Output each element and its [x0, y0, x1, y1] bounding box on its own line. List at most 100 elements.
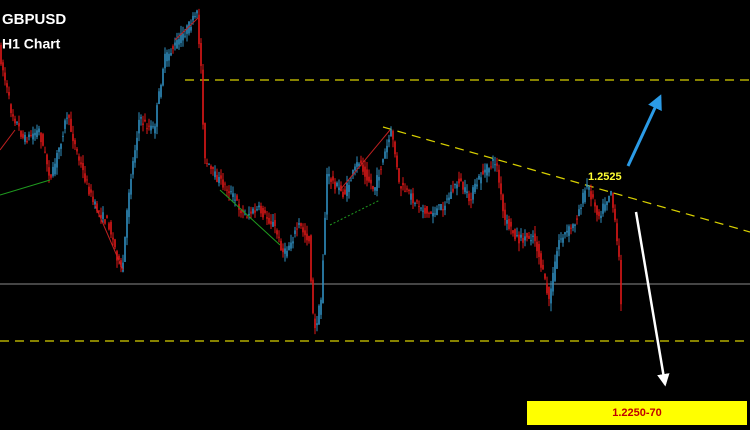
candle: [150, 125, 152, 131]
candle: [474, 183, 476, 193]
candle: [218, 177, 220, 183]
candle: [354, 166, 356, 171]
title: GBPUSD: [2, 11, 66, 28]
candle: [102, 212, 104, 219]
candle: [534, 233, 536, 242]
candle: [552, 272, 554, 292]
candle: [290, 242, 292, 249]
candle: [252, 208, 254, 214]
candle: [288, 245, 290, 251]
candle: [466, 191, 468, 194]
candle: [32, 133, 34, 140]
candle: [260, 205, 262, 214]
candle: [154, 126, 156, 134]
candle: [482, 170, 484, 175]
candle: [106, 215, 108, 219]
candle: [326, 174, 328, 215]
candle: [80, 162, 82, 165]
candle: [304, 230, 306, 236]
candle: [510, 221, 512, 227]
candle: [70, 118, 72, 132]
candle: [196, 10, 198, 14]
pattern-line: [0, 179, 51, 196]
candle: [460, 178, 462, 182]
target-box: [527, 401, 747, 425]
candle: [54, 163, 56, 175]
candle: [512, 230, 514, 234]
candle: [294, 230, 296, 234]
candle: [550, 288, 552, 304]
candle: [562, 237, 564, 243]
candle: [496, 163, 498, 166]
candle: [420, 207, 422, 209]
candle: [234, 199, 236, 201]
candle: [74, 140, 76, 145]
candle: [386, 145, 388, 153]
candle: [230, 191, 232, 193]
candle: [162, 68, 164, 86]
candle: [576, 218, 578, 220]
candle: [610, 190, 612, 195]
candle: [618, 245, 620, 257]
candle: [324, 217, 326, 255]
candle: [282, 248, 284, 253]
candle: [454, 183, 456, 186]
candle: [616, 223, 618, 242]
candle: [264, 210, 266, 214]
candle: [194, 16, 196, 18]
candle: [118, 255, 120, 260]
candle: [448, 197, 450, 201]
candle: [228, 191, 230, 194]
candle: [108, 223, 110, 230]
candle: [392, 131, 394, 140]
candle: [408, 190, 410, 192]
candle: [130, 179, 132, 195]
candle: [384, 151, 386, 159]
candle: [462, 181, 464, 190]
candle: [224, 183, 226, 185]
candle: [356, 162, 358, 167]
candle: [156, 105, 158, 127]
candle: [464, 187, 466, 193]
candle: [60, 143, 62, 149]
candle: [266, 217, 268, 219]
candle: [472, 187, 474, 200]
candle: [226, 189, 228, 191]
candle: [20, 130, 22, 137]
candle: [572, 224, 574, 229]
candle: [286, 250, 288, 257]
candle: [428, 212, 430, 214]
candle: [450, 191, 452, 199]
candle: [124, 236, 126, 262]
candle: [574, 224, 576, 226]
candle: [446, 198, 448, 200]
candle: [608, 195, 610, 202]
candle: [436, 208, 438, 216]
candle: [580, 207, 582, 209]
candle: [500, 183, 502, 195]
candle: [146, 128, 148, 130]
candle: [586, 184, 588, 188]
candle: [558, 240, 560, 250]
candle: [10, 104, 12, 114]
candle: [24, 134, 26, 142]
candle: [300, 223, 302, 226]
candle: [598, 211, 600, 217]
candle: [606, 201, 608, 206]
candle: [16, 122, 18, 124]
candle: [362, 164, 364, 172]
candle: [28, 134, 30, 138]
candle: [40, 132, 42, 143]
candle: [358, 163, 360, 167]
candle: [570, 227, 572, 229]
candles: [0, 8, 622, 335]
candle: [56, 152, 58, 168]
candle: [582, 192, 584, 204]
candle: [476, 184, 478, 187]
candle: [180, 33, 182, 44]
candle: [484, 169, 486, 173]
candle: [490, 166, 492, 168]
candle: [518, 234, 520, 244]
candle: [394, 141, 396, 155]
candle: [470, 199, 472, 201]
